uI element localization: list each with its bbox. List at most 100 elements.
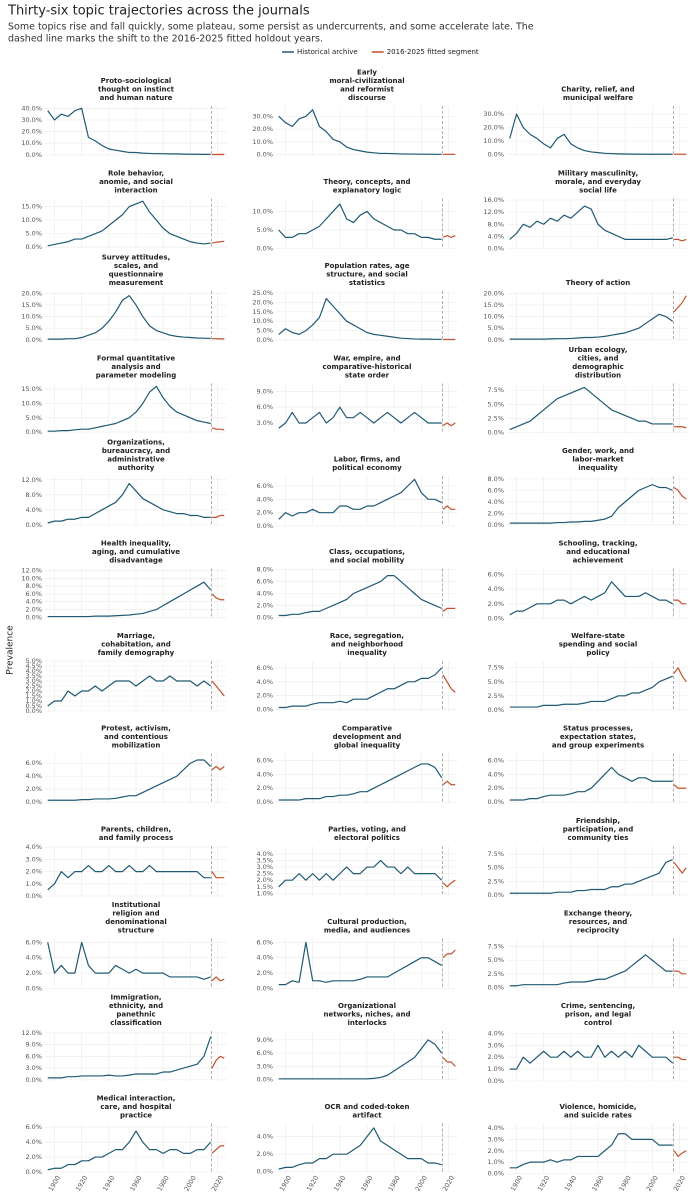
y-tick-label: 4.0% <box>487 585 504 593</box>
y-tick-label: 8.0% <box>25 491 42 499</box>
panel-title: Formal quantitative <box>97 355 175 363</box>
fitted-line <box>211 240 225 244</box>
y-tick-label: 6.0% <box>25 759 42 767</box>
panel-title: Marriage, <box>117 632 155 640</box>
y-tick-label: 10.0% <box>483 313 504 321</box>
panel-title: Immigration, <box>111 994 162 1002</box>
panel-title: care, and hospital <box>100 1103 171 1111</box>
y-tick-label: 0.0% <box>25 151 42 159</box>
panel-title: Violence, homicide, <box>559 1103 636 1111</box>
y-tick-label: 0.0% <box>487 983 504 991</box>
y-tick-label: 20.0% <box>21 128 42 136</box>
panel-title: Parties, voting, and <box>328 826 406 834</box>
panel-title: authority <box>118 464 155 472</box>
historical-line <box>509 113 673 155</box>
panel-title: bureaucracy, and <box>102 447 170 455</box>
y-tick-label: 2.0% <box>25 868 42 876</box>
y-tick-label: 16.0% <box>483 196 504 204</box>
panel-title: structure <box>118 927 155 935</box>
panel-title: Institutional <box>112 901 161 909</box>
y-tick-label: 9.0% <box>256 387 273 395</box>
fitted-line <box>674 1056 687 1061</box>
panel-title: Health inequality, <box>101 540 171 548</box>
y-tick-label: 0.0% <box>25 985 42 993</box>
historical-line <box>47 107 211 155</box>
historical-line <box>278 575 442 617</box>
panel-title: disadvantage <box>109 557 163 565</box>
panel-title: Parents, children, <box>101 826 171 834</box>
x-tick-label: 1960 <box>128 1174 143 1192</box>
y-tick-label: 0.0% <box>487 1077 504 1085</box>
y-tick-label: 40.0% <box>21 104 42 112</box>
y-tick-label: 4.0% <box>256 1133 273 1141</box>
y-tick-label: 2.0% <box>25 687 42 695</box>
panel-title: interaction <box>114 187 157 195</box>
y-tick-label: 5.0% <box>25 324 42 332</box>
y-tick-label: 2.0% <box>487 600 504 608</box>
historical-line <box>278 109 442 155</box>
y-tick-label: 4.0% <box>256 954 273 962</box>
y-tick-label: 2.0% <box>256 876 273 884</box>
y-tick-label: 3.0% <box>256 863 273 871</box>
y-tick-label: 2.5% <box>256 870 273 878</box>
panel-title: Early <box>357 69 377 77</box>
historical-line <box>509 675 673 708</box>
historical-line <box>509 954 673 987</box>
panel-title: and reformist <box>340 86 395 94</box>
y-tick-label: 0.0% <box>25 336 42 344</box>
y-tick-label: 2.5% <box>487 414 504 422</box>
y-tick-label: 1.0% <box>25 880 42 888</box>
y-tick-label: 8.0% <box>256 566 273 574</box>
y-tick-label: 4.0% <box>25 506 42 514</box>
panel-title: Crime, sentencing, <box>561 1002 635 1010</box>
panel-title: Welfare-state <box>571 632 625 640</box>
y-tick-label: 30.0% <box>483 110 504 118</box>
x-tick-label: 1940 <box>563 1174 578 1192</box>
y-tick-label: 6.0% <box>256 578 273 586</box>
y-tick-label: 6.0% <box>256 664 273 672</box>
y-tick-label: 7.5% <box>487 850 504 858</box>
panel-title: cohabitation, and <box>101 641 171 649</box>
fitted-line <box>673 1150 687 1158</box>
historical-line <box>47 1036 212 1079</box>
historical-line <box>509 1044 674 1070</box>
fitted-line <box>442 422 456 427</box>
fitted-line <box>674 238 687 242</box>
y-tick-label: 0.0% <box>256 985 273 993</box>
x-tick-label: 1940 <box>332 1174 347 1192</box>
panel-title: Class, occupations, <box>329 548 405 556</box>
fitted-line <box>442 1057 456 1067</box>
historical-line <box>47 1130 212 1171</box>
y-tick-label: 2.0% <box>256 692 273 700</box>
y-tick-label: 0.0% <box>25 243 42 251</box>
x-tick-label: 2020 <box>441 1174 456 1192</box>
panel-title: expectation states, <box>560 733 636 741</box>
y-tick-label: 6.0% <box>256 938 273 946</box>
historical-line <box>47 482 211 524</box>
y-tick-label: 7.5% <box>487 386 504 394</box>
x-tick-label: 2000 <box>645 1174 660 1192</box>
y-tick-label: 2.0% <box>256 969 273 977</box>
panel-title: panethnic <box>116 1011 155 1019</box>
panel-title: Protest, activism, <box>101 725 171 733</box>
panel-title: Proto-sociological <box>101 77 172 85</box>
y-tick-label: 10.0% <box>483 137 504 145</box>
panel-title: Urban ecology, <box>569 346 628 354</box>
fitted-line <box>211 427 225 431</box>
y-tick-label: 4.0% <box>487 232 504 240</box>
panel-title: prison, and legal <box>565 1011 631 1019</box>
y-tick-label: 12.0% <box>21 1029 42 1037</box>
fitted-line <box>673 667 687 683</box>
y-tick-label: 4.0% <box>256 590 273 598</box>
panel-title: Organizational <box>338 1002 396 1010</box>
y-tick-label: 10.0% <box>21 574 42 582</box>
y-tick-label: 10.0% <box>21 139 42 147</box>
y-tick-label: 4.0% <box>256 770 273 778</box>
y-tick-label: 0.0% <box>487 615 504 623</box>
panel-title: control <box>584 1019 612 1027</box>
y-tick-label: 5.0% <box>256 226 273 234</box>
y-tick-label: 15.0% <box>21 301 42 309</box>
y-tick-label: 20.0% <box>21 289 42 297</box>
fitted-line <box>211 1145 225 1154</box>
